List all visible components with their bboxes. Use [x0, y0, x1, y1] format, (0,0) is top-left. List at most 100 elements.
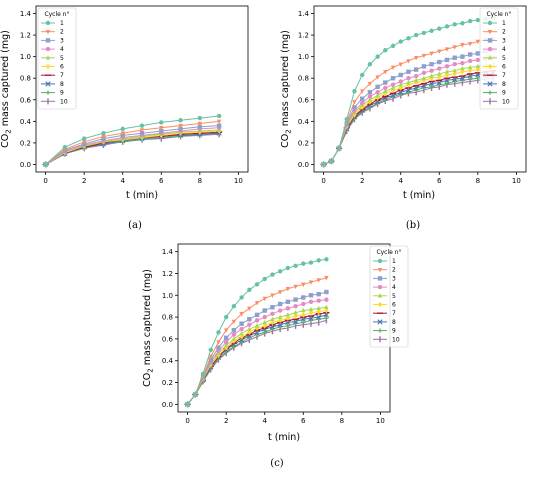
- data-point: [285, 312, 291, 317]
- data-point: [398, 62, 403, 67]
- data-point: [293, 303, 298, 309]
- x-tick-label: 10: [512, 177, 521, 185]
- x-tick-label: 10: [376, 417, 385, 425]
- data-point: [277, 301, 283, 307]
- data-point: [254, 323, 260, 328]
- data-point: [452, 62, 457, 67]
- legend-marker: [377, 319, 383, 325]
- data-point: [277, 314, 283, 319]
- x-tick-label: 4: [398, 177, 403, 185]
- plot-area: [313, 5, 527, 173]
- series-1: [185, 257, 329, 407]
- data-point: [316, 308, 321, 315]
- data-point: [398, 79, 403, 84]
- legend-marker: [45, 20, 51, 26]
- data-point: [367, 81, 373, 87]
- legend-label: 1: [60, 20, 64, 27]
- data-point: [239, 312, 244, 317]
- series-line: [187, 291, 327, 405]
- data-point: [475, 39, 481, 45]
- legend-marker: [45, 38, 51, 43]
- data-point: [270, 305, 275, 310]
- data-point: [437, 49, 442, 54]
- legend-label: 2: [392, 267, 396, 274]
- y-tick-label: 0.0: [298, 161, 309, 169]
- legend-marker: [45, 29, 51, 35]
- y-tick-label: 1.2: [20, 32, 31, 40]
- data-point: [231, 303, 237, 309]
- y-tick-label: 0.4: [298, 118, 310, 126]
- data-point: [444, 69, 450, 74]
- panel-caption: (a): [128, 220, 142, 231]
- data-point: [413, 77, 419, 83]
- y-tick-label: 0.8: [298, 75, 309, 83]
- legend-label: 1: [502, 20, 506, 27]
- legend-marker: [377, 328, 383, 333]
- legend-marker: [487, 90, 493, 95]
- y-tick-label: 1.2: [298, 32, 309, 40]
- data-point: [239, 334, 244, 340]
- data-point: [292, 318, 299, 325]
- data-point: [467, 68, 473, 74]
- data-point: [452, 22, 457, 27]
- data-point: [254, 301, 260, 306]
- data-point: [421, 75, 427, 80]
- data-point: [324, 276, 329, 281]
- data-point: [467, 41, 473, 47]
- data-point: [429, 68, 434, 73]
- data-point: [375, 75, 380, 80]
- data-point: [316, 298, 321, 303]
- data-point: [324, 315, 329, 321]
- data-point: [308, 280, 314, 285]
- data-point: [159, 126, 164, 131]
- data-point: [81, 136, 87, 141]
- y-tick-label: 1.4: [298, 10, 310, 18]
- legend-label: 9: [60, 90, 64, 97]
- data-point: [81, 140, 87, 145]
- legend-label: 2: [502, 29, 506, 36]
- data-point: [262, 319, 267, 325]
- data-point: [352, 88, 357, 94]
- data-point: [239, 295, 244, 300]
- series-line: [45, 120, 220, 165]
- y-tick-label: 0.2: [20, 139, 31, 147]
- data-point: [367, 94, 373, 99]
- legend-marker: [487, 63, 493, 70]
- y-axis-label-sub: 2: [285, 129, 293, 133]
- legend-label: 8: [392, 319, 396, 326]
- series-6: [185, 307, 329, 408]
- y-tick-label: 0.0: [162, 401, 173, 409]
- data-point: [120, 131, 125, 136]
- data-point: [254, 312, 260, 318]
- legend-marker: [377, 258, 383, 264]
- data-point: [62, 145, 68, 150]
- data-point: [231, 319, 237, 325]
- legend-label: 7: [60, 72, 64, 79]
- legend-label: 5: [392, 293, 396, 300]
- legend-marker: [377, 301, 383, 308]
- data-point: [293, 310, 298, 315]
- data-point: [139, 130, 145, 136]
- data-point: [437, 66, 442, 71]
- series-line: [45, 130, 220, 165]
- legend-label: 4: [392, 284, 396, 291]
- data-point: [390, 76, 396, 81]
- x-axis-label: t (min): [268, 432, 300, 443]
- data-point: [321, 162, 326, 167]
- data-point: [223, 339, 229, 345]
- data-point: [460, 21, 465, 26]
- data-point: [383, 85, 388, 91]
- series-line: [45, 115, 220, 165]
- legend-marker: [377, 267, 383, 273]
- y-tick-label: 0.6: [298, 96, 310, 104]
- series-line: [323, 37, 494, 165]
- data-point: [301, 282, 306, 288]
- legend-label: 4: [502, 46, 506, 53]
- legend-title: Cycle n°: [376, 249, 401, 256]
- data-point: [421, 30, 427, 36]
- x-tick-label: 6: [437, 177, 442, 185]
- y-axis-label-prefix: CO: [142, 373, 153, 387]
- y-axis-label-prefix: CO: [0, 134, 11, 148]
- data-point: [231, 332, 237, 337]
- data-point: [308, 293, 314, 298]
